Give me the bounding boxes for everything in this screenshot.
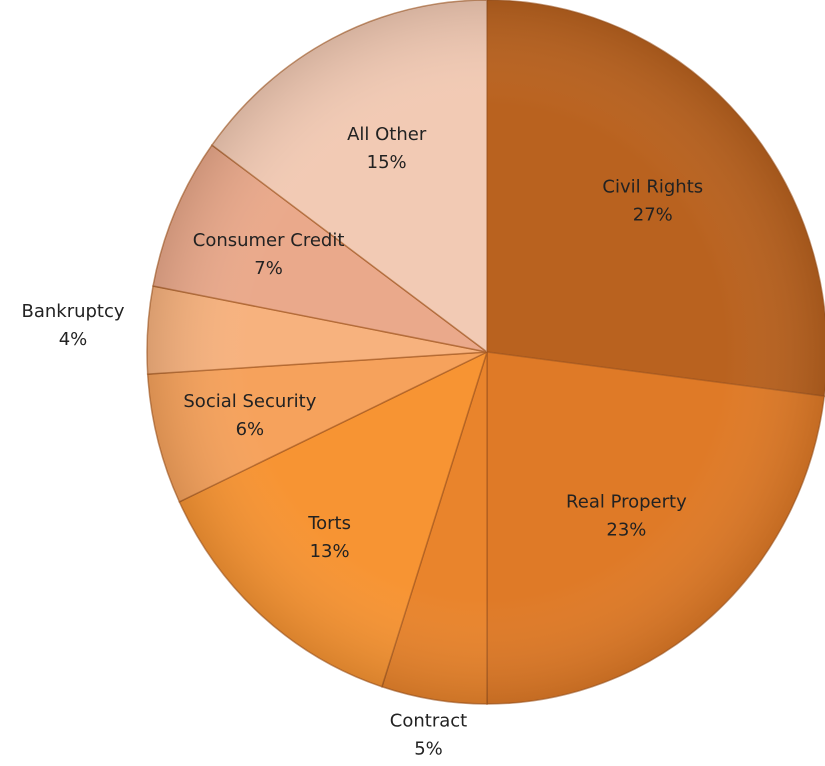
slice-value-label: 13% [310, 541, 350, 562]
slice-label: Bankruptcy [21, 301, 124, 322]
slice-value-label: 7% [254, 258, 283, 279]
slice-label: Contract [390, 710, 467, 731]
slice-label: Real Property [566, 492, 687, 513]
slice-value-label: 23% [606, 520, 646, 541]
slice-value-label: 15% [367, 152, 407, 173]
slice-value-label: 4% [59, 329, 88, 350]
pie-slice [486, 351, 825, 705]
slice-value-label: 27% [633, 205, 673, 226]
slice-label: Consumer Credit [193, 230, 345, 251]
slice-label: Civil Rights [602, 177, 703, 198]
slice-label: All Other [347, 124, 427, 145]
pie-slice [486, 0, 825, 397]
slice-value-label: 6% [236, 419, 265, 440]
slice-label: Social Security [183, 391, 316, 412]
slice-label: Torts [307, 513, 351, 534]
slice-value-label: 5% [414, 738, 443, 759]
labels: Civil Rights 27% Real Property 23% Contract 5… [21, 124, 703, 759]
pie [146, 0, 825, 705]
